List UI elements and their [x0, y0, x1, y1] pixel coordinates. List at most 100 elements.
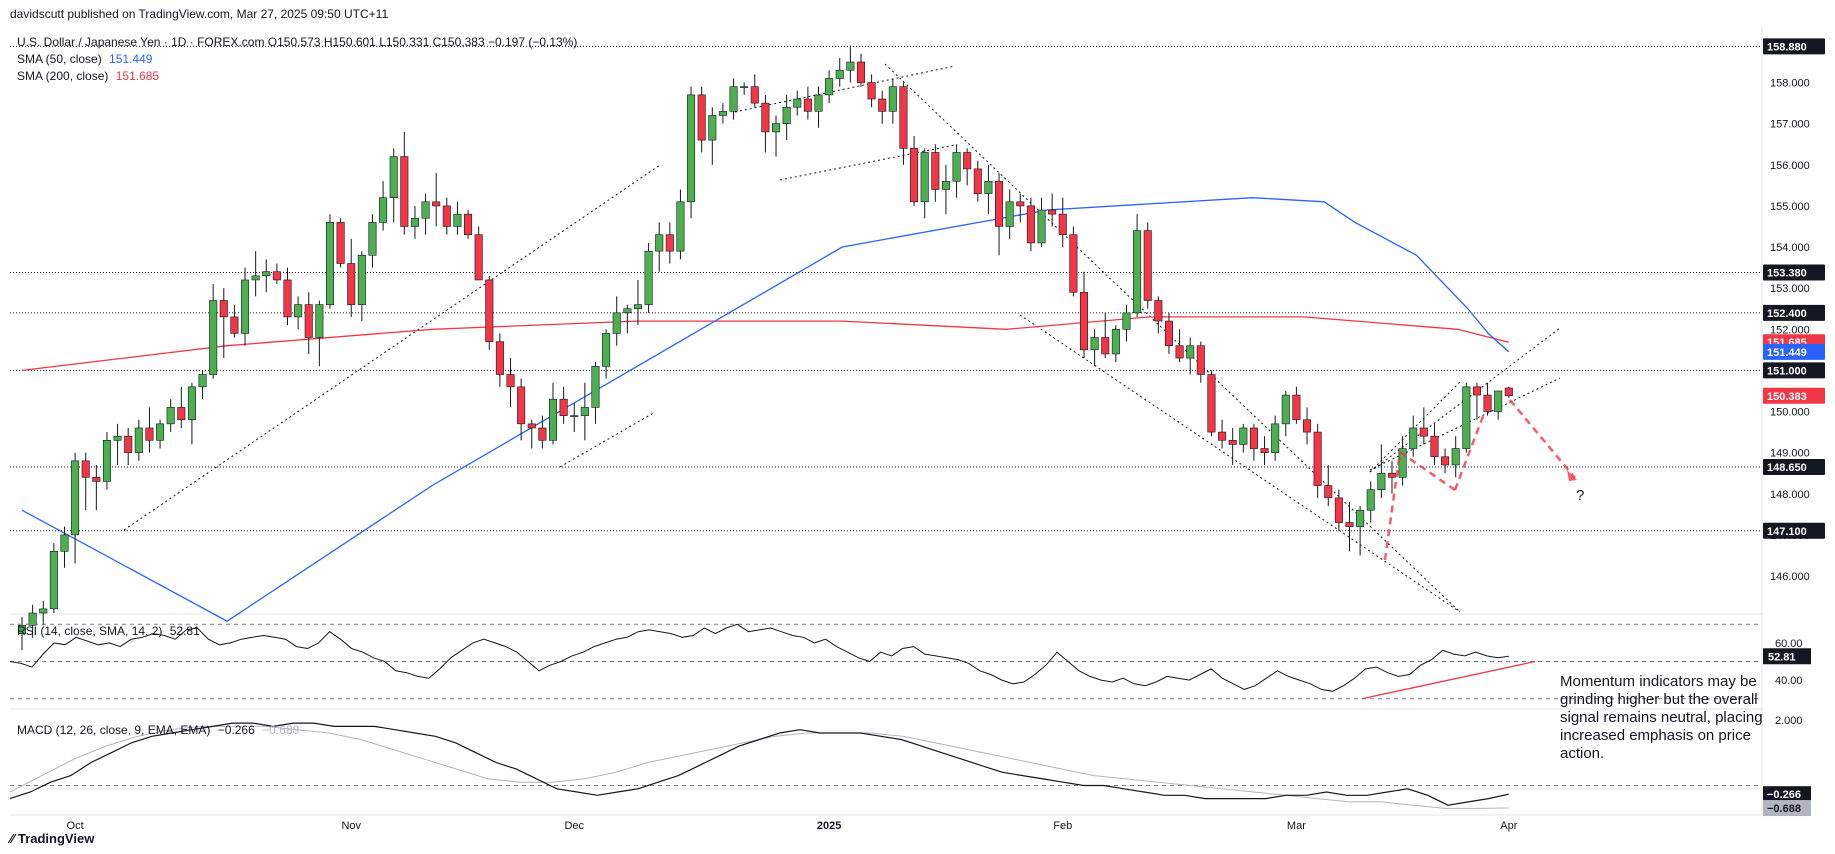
candle-body: [1366, 489, 1375, 511]
candle: [166, 399, 175, 433]
candle-body: [1164, 320, 1173, 347]
sma200-label: SMA (200, close): [17, 69, 109, 83]
macd-tag-bg: [1763, 786, 1811, 803]
candle: [1387, 460, 1396, 494]
candle-body: [272, 271, 281, 281]
candle: [570, 403, 579, 433]
candle-body: [888, 86, 897, 112]
sma200-line: [21, 316, 1509, 372]
price-tag: 153.380: [1763, 264, 1825, 281]
macd-signal-legend-value: −0.688: [262, 723, 300, 737]
candle: [272, 263, 281, 285]
candle-body: [442, 205, 451, 227]
time-axis-label: Feb: [1053, 820, 1072, 832]
candle-body: [1324, 485, 1333, 499]
candle-body: [1249, 427, 1258, 449]
candle-body: [803, 98, 812, 112]
candle-body: [676, 201, 685, 252]
candle-body: [867, 82, 876, 100]
candle-body: [1133, 230, 1142, 314]
candle-body: [846, 61, 855, 71]
candle-body: [963, 152, 972, 170]
candle-body: [623, 308, 632, 314]
candle-body: [506, 374, 515, 388]
candle: [442, 197, 451, 235]
candle-body: [1005, 201, 1014, 227]
candle: [1228, 427, 1237, 465]
macd-legend-value: −0.266: [217, 723, 255, 737]
candle-body: [262, 271, 271, 277]
candle-body: [81, 460, 90, 478]
tradingview-brand: TradingView: [17, 831, 95, 846]
candle: [920, 148, 929, 219]
time-axis-label: Mar: [1287, 820, 1306, 832]
price-tag-label: 150.383: [1767, 391, 1807, 403]
macd-signal-tag-label: −0.688: [1767, 803, 1801, 815]
candle-body: [718, 111, 727, 116]
candle-body: [1419, 427, 1428, 437]
candle: [973, 160, 982, 202]
candle: [389, 148, 398, 223]
candle: [1154, 296, 1163, 334]
sma50-legend-value: 151.449: [109, 52, 153, 66]
candle-body: [1175, 345, 1184, 359]
candle-body: [113, 435, 122, 441]
price-tick-label: 157.000: [1770, 119, 1810, 131]
candle-body: [1228, 440, 1237, 445]
price-tag-label: 148.650: [1767, 462, 1807, 474]
trendline: [559, 411, 656, 468]
question-mark-annotation: ?: [1576, 487, 1585, 504]
candle-body: [825, 78, 834, 96]
candle: [559, 386, 568, 424]
candle: [665, 222, 674, 264]
candle: [1069, 226, 1078, 297]
candle: [251, 251, 260, 297]
candle: [1483, 382, 1492, 416]
candle-body: [304, 304, 313, 338]
candle: [1271, 415, 1280, 461]
candle: [145, 407, 154, 453]
candle: [1037, 197, 1046, 248]
candle-body: [1292, 394, 1301, 421]
candle-body: [92, 477, 101, 482]
candle-body: [379, 197, 388, 223]
candle-body: [1260, 448, 1269, 453]
candle: [60, 526, 69, 568]
price-tag: 152.400: [1763, 304, 1825, 321]
price-tag-bg: [1763, 362, 1825, 379]
candle-body: [464, 213, 473, 236]
candle-body: [910, 148, 919, 203]
candle: [1079, 271, 1089, 359]
candle-body: [995, 180, 1004, 227]
price-tag-label: 153.380: [1767, 268, 1807, 280]
candle: [495, 333, 504, 387]
rsi-trendline: [1361, 660, 1536, 700]
candle-body: [1377, 472, 1386, 490]
candle: [963, 148, 972, 186]
candle: [28, 604, 37, 638]
candle-body: [952, 152, 961, 182]
candle: [527, 419, 536, 449]
candle: [1122, 304, 1131, 342]
price-tag: 151.449: [1763, 343, 1825, 360]
candle-body: [60, 534, 69, 552]
rsi-line: [9, 623, 1509, 692]
candle: [113, 423, 122, 465]
candle: [1281, 390, 1290, 437]
candle: [1260, 436, 1269, 465]
candle: [1366, 481, 1375, 523]
price-tick-label: 148.000: [1770, 489, 1810, 501]
sma50-label: SMA (50, close): [17, 52, 102, 66]
rsi-label: RSI (14, close, SMA, 14, 2): [17, 624, 163, 638]
price-tag-bg: [1763, 522, 1825, 539]
candle-body: [580, 407, 589, 416]
price-tick-label: 155.000: [1770, 201, 1810, 213]
candle-body: [368, 222, 377, 256]
candle: [952, 144, 961, 198]
candle: [825, 70, 834, 104]
symbol-ohlc-line: U.S. Dollar / Japanese Yen · 1D · FOREX.…: [17, 35, 578, 49]
candle: [633, 279, 642, 326]
candle: [49, 543, 58, 613]
candle: [81, 452, 90, 511]
